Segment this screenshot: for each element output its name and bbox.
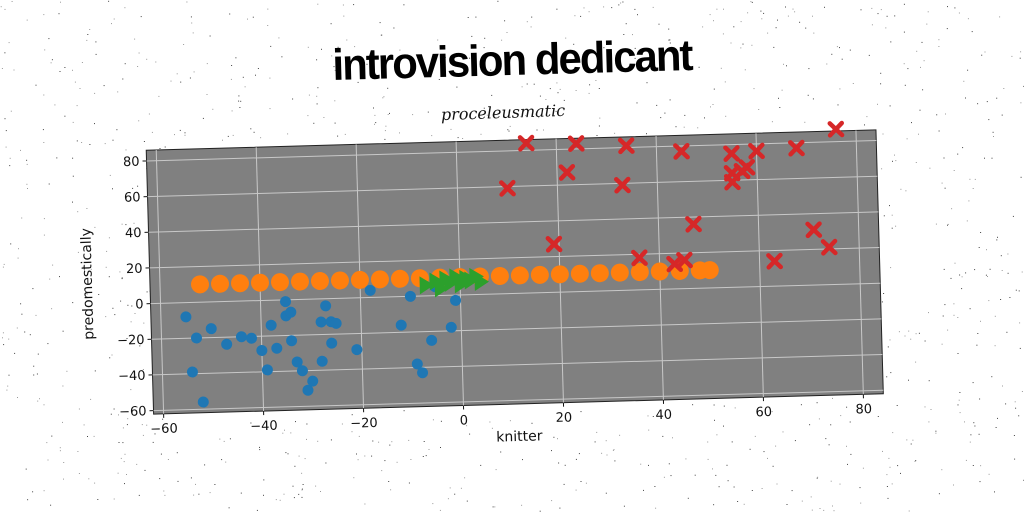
y-tick-label: 40 [125, 226, 142, 241]
y-tick-label: 60 [124, 190, 141, 205]
y-tick-label: 20 [126, 262, 143, 277]
speckle-dot [909, 511, 910, 512]
speckle-dot [5, 9, 6, 10]
speckle-dot [1, 6, 2, 7]
speckle-dot [1020, 58, 1021, 59]
y-tick-label: −60 [119, 404, 147, 420]
x-tick-label: 80 [855, 402, 872, 417]
x-axis-label: knitter [496, 428, 543, 445]
y-axis-label: predomestically [78, 228, 97, 340]
y-tick-label: −40 [118, 369, 146, 385]
speckle-dot [12, 1, 13, 2]
x-tick-label: 40 [655, 408, 672, 423]
speckle-dot [860, 503, 861, 504]
x-tick-label: −40 [250, 419, 278, 435]
x-tick-label: 60 [755, 405, 772, 420]
speckle-dot [186, 2, 187, 3]
x-tick-label: −60 [150, 421, 178, 437]
y-tick-label: 0 [135, 297, 144, 312]
speckle-dot [124, 7, 125, 8]
speckle-dot [108, 1, 109, 2]
speckle-dot [832, 506, 833, 507]
speckle-dot [823, 510, 824, 511]
x-tick-label: −20 [350, 416, 378, 432]
x-tick-label: 20 [555, 410, 572, 425]
y-tick-label: −20 [117, 333, 145, 349]
y-tick-label: 80 [123, 155, 140, 170]
speckle-dot [834, 510, 835, 511]
x-tick-label: 0 [460, 413, 469, 428]
speckle-dot [1020, 51, 1021, 52]
speckle-dot [60, 2, 61, 3]
speckle-dot [820, 508, 821, 509]
speckle-dot [1020, 102, 1021, 103]
speckle-dot [812, 510, 813, 511]
